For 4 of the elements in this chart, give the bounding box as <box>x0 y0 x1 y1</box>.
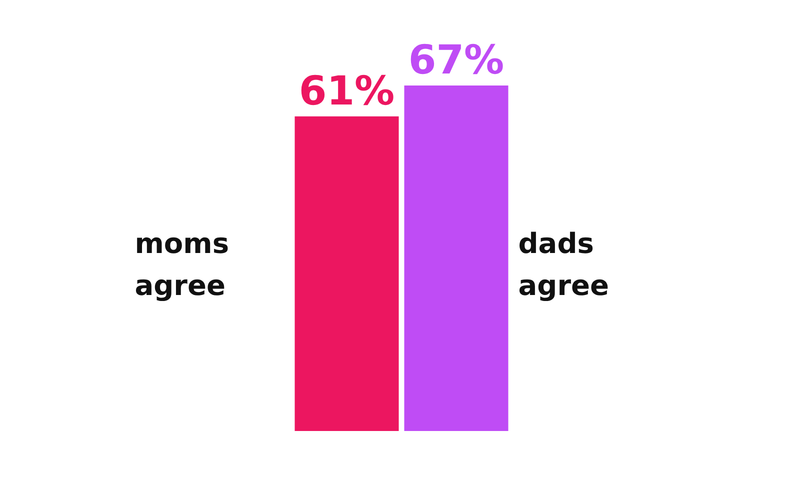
x-tick-label: dads agree <box>518 227 609 302</box>
data-label: 67% <box>408 37 504 84</box>
data-label: 61% <box>298 68 395 114</box>
x-tick-label: moms agree <box>134 227 230 302</box>
